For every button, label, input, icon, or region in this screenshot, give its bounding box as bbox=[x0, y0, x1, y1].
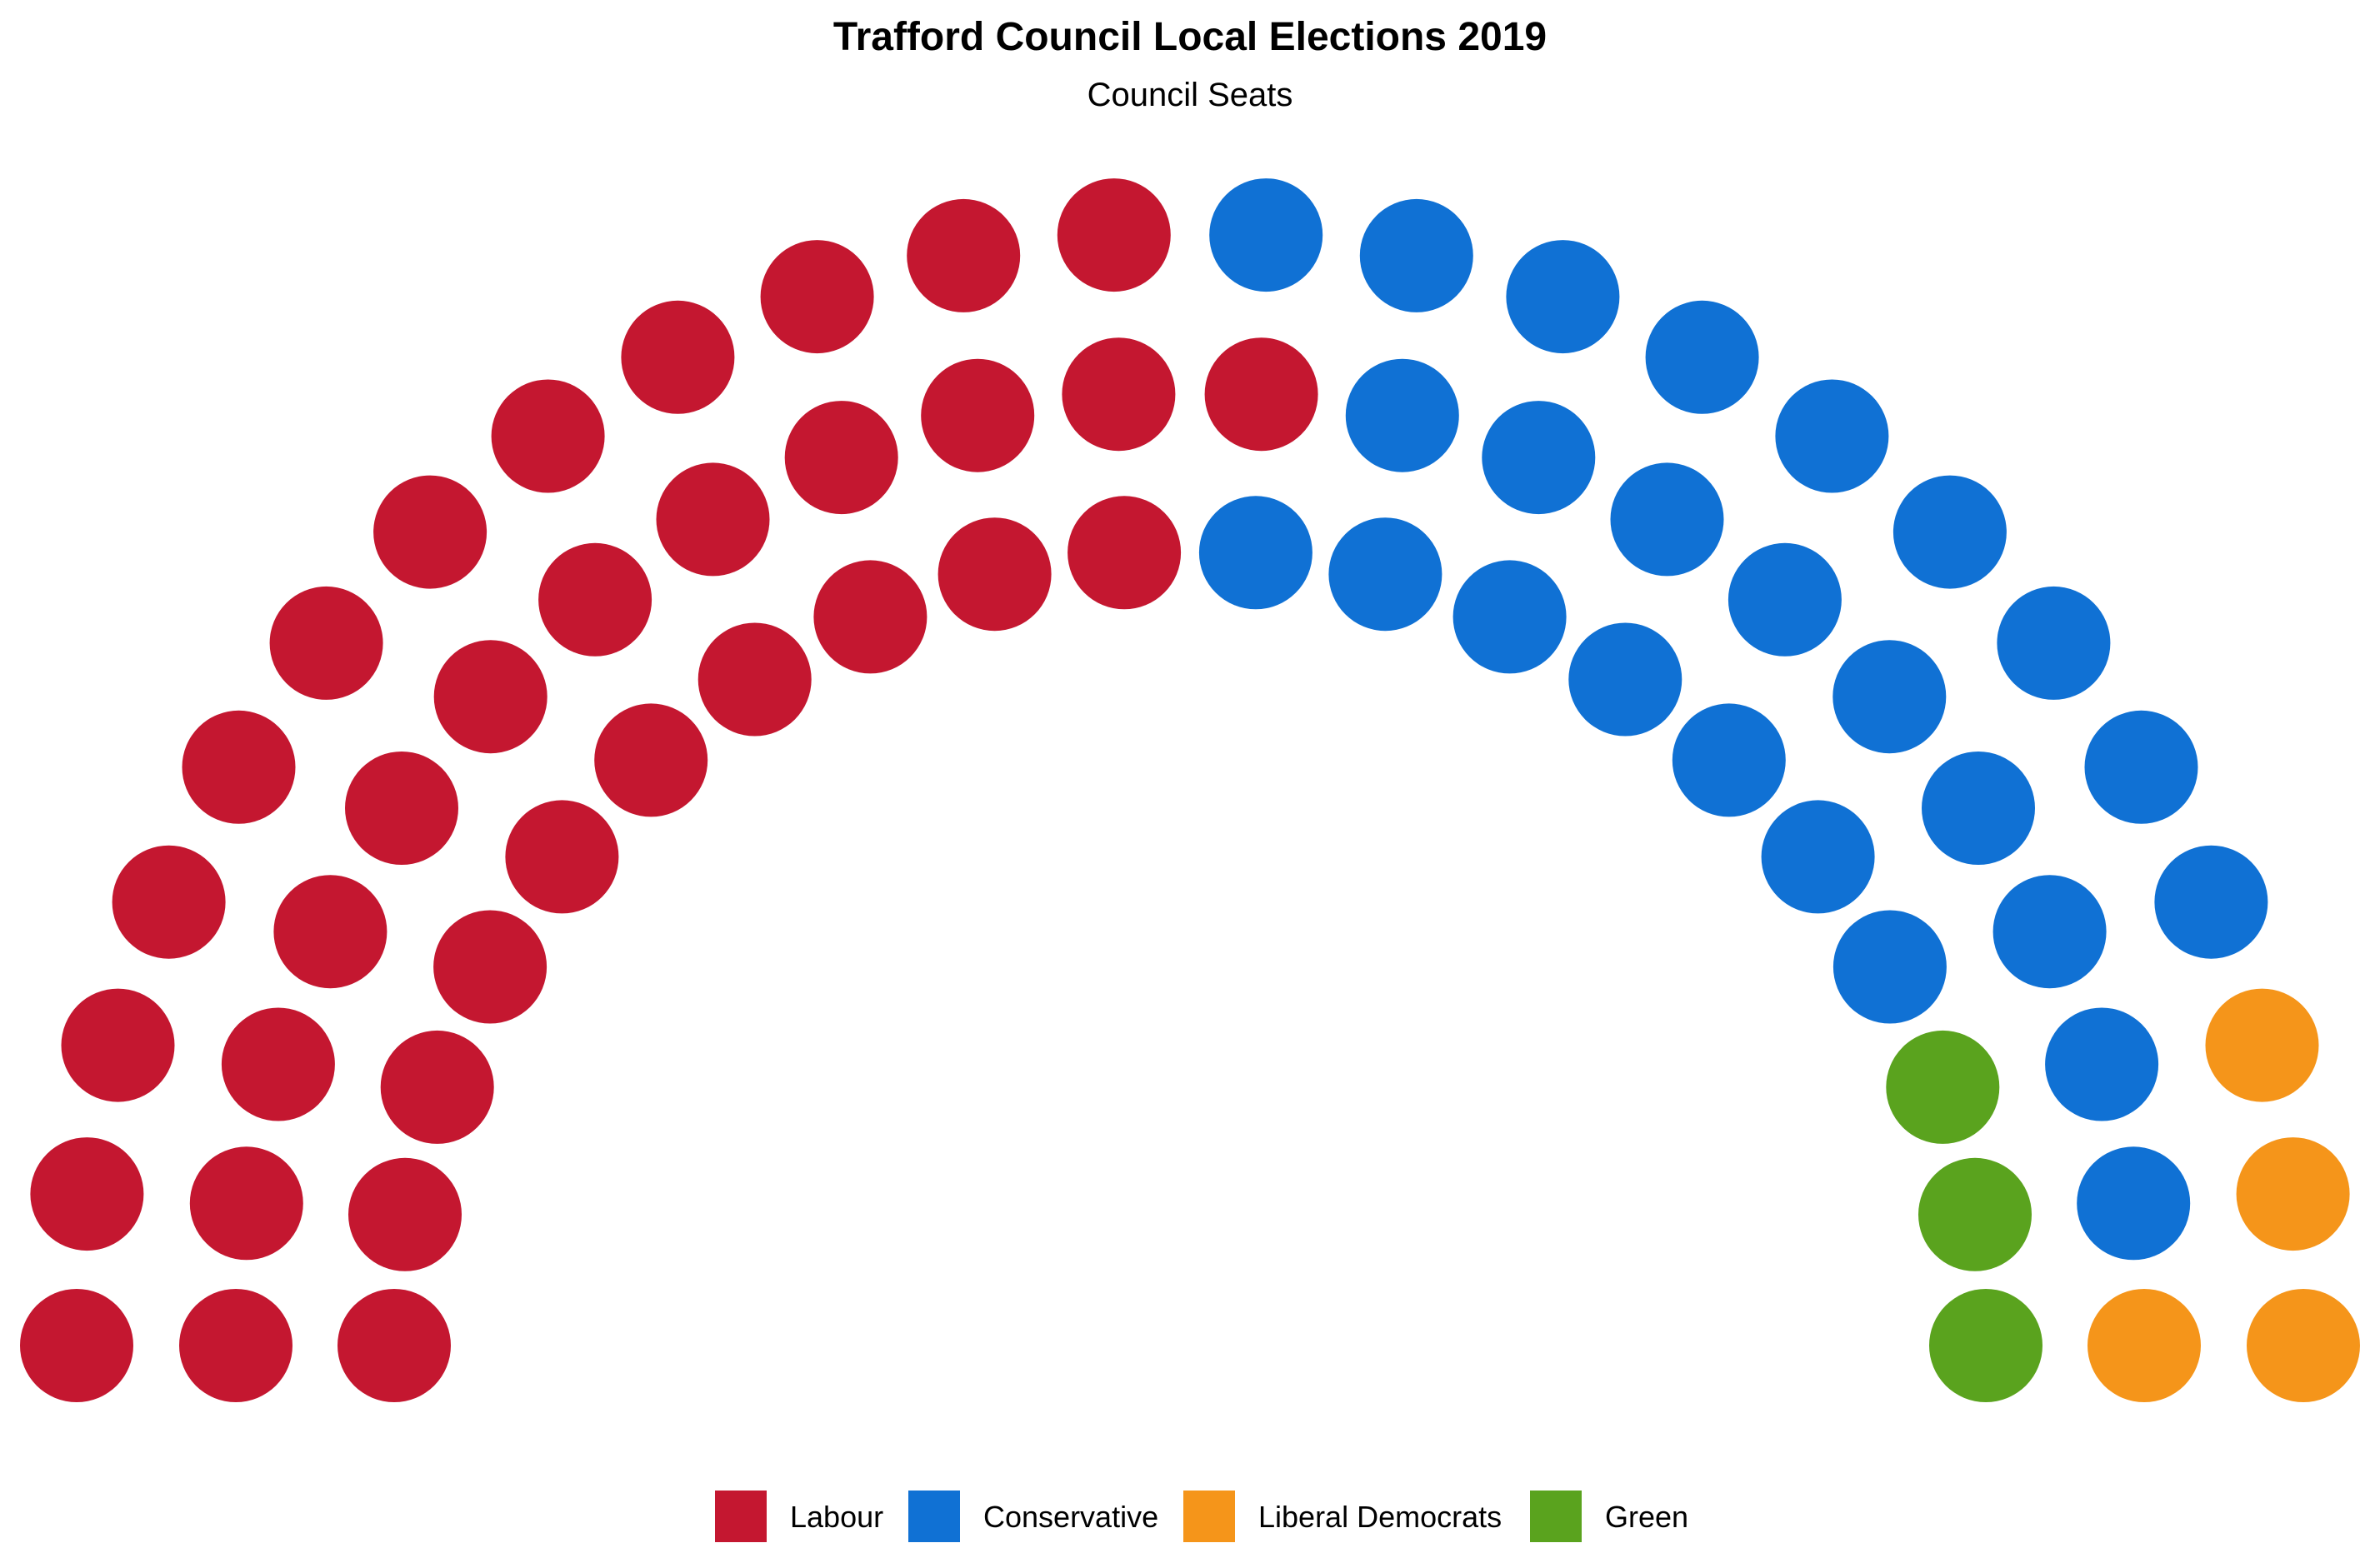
seat-conservative bbox=[1728, 542, 1842, 657]
seat-conservative bbox=[1452, 560, 1567, 674]
seat-labour bbox=[61, 988, 175, 1102]
seat-liberal-democrats bbox=[2247, 1289, 2360, 1402]
seat-conservative bbox=[2077, 1146, 2191, 1261]
legend-swatch-liberal-democrats bbox=[1183, 1491, 1235, 1542]
seat-liberal-democrats bbox=[2236, 1137, 2350, 1251]
seat-labour bbox=[505, 800, 619, 914]
seat-liberal-democrats bbox=[2205, 988, 2319, 1102]
seat-green bbox=[1929, 1289, 2042, 1402]
seat-conservative bbox=[1922, 752, 2035, 865]
seat-labour bbox=[594, 703, 708, 817]
seat-labour bbox=[20, 1289, 133, 1402]
seat-labour bbox=[380, 1030, 494, 1144]
seat-conservative bbox=[1328, 517, 1442, 632]
seat-labour bbox=[1062, 337, 1176, 452]
seat-labour bbox=[491, 379, 605, 493]
seat-conservative bbox=[1506, 240, 1620, 354]
seat-conservative bbox=[1775, 379, 1889, 493]
seat-conservative bbox=[1482, 401, 1596, 515]
legend-label-green: Green bbox=[1605, 1500, 1688, 1534]
seat-labour bbox=[373, 475, 488, 589]
seat-conservative bbox=[1610, 462, 1724, 577]
seat-conservative bbox=[1198, 496, 1312, 610]
seat-labour bbox=[221, 1007, 335, 1121]
seat-labour bbox=[656, 462, 770, 577]
seat-labour bbox=[189, 1146, 303, 1261]
seat-labour bbox=[1068, 496, 1182, 610]
seat-conservative bbox=[1761, 800, 1875, 914]
seat-labour bbox=[30, 1137, 144, 1251]
seat-labour bbox=[938, 517, 1052, 632]
seat-conservative bbox=[1997, 586, 2111, 700]
seat-green bbox=[1886, 1030, 2000, 1144]
seat-labour bbox=[338, 1289, 451, 1402]
seat-conservative bbox=[1359, 198, 1473, 312]
seat-labour bbox=[269, 586, 383, 700]
seat-conservative bbox=[1209, 178, 1323, 292]
seat-labour bbox=[182, 710, 296, 824]
seat-conservative bbox=[2084, 710, 2198, 824]
seat-conservative bbox=[1568, 622, 1682, 737]
seats-group bbox=[20, 178, 2360, 1402]
legend: Labour Conservative Liberal Democrats Green bbox=[715, 1491, 1688, 1542]
chart-subtitle: Council Seats bbox=[1088, 77, 1293, 113]
seat-conservative bbox=[1345, 358, 1459, 472]
seat-conservative bbox=[1672, 703, 1786, 817]
seat-labour bbox=[621, 300, 735, 414]
legend-label-conservative: Conservative bbox=[983, 1500, 1158, 1534]
seat-labour bbox=[1057, 178, 1171, 292]
legend-label-liberal-democrats: Liberal Democrats bbox=[1258, 1500, 1502, 1534]
seat-labour bbox=[784, 401, 898, 515]
seat-green bbox=[1918, 1157, 2032, 1271]
seat-labour bbox=[921, 358, 1035, 472]
seat-labour bbox=[538, 542, 652, 657]
seat-conservative bbox=[1892, 475, 2007, 589]
seat-labour bbox=[813, 560, 928, 674]
legend-swatch-green bbox=[1530, 1491, 1582, 1542]
seat-labour bbox=[1204, 337, 1318, 452]
seat-conservative bbox=[2154, 845, 2268, 959]
legend-swatch-conservative bbox=[908, 1491, 960, 1542]
seat-labour bbox=[273, 875, 388, 989]
seat-conservative bbox=[2045, 1007, 2159, 1121]
seat-labour bbox=[345, 752, 458, 865]
seat-labour bbox=[179, 1289, 292, 1402]
seat-labour bbox=[907, 198, 1021, 312]
legend-swatch-labour bbox=[715, 1491, 767, 1542]
seat-labour bbox=[760, 240, 874, 354]
seat-labour bbox=[433, 640, 548, 754]
seat-liberal-democrats bbox=[2088, 1289, 2201, 1402]
legend-label-labour: Labour bbox=[790, 1500, 883, 1534]
seat-labour bbox=[698, 622, 812, 737]
seat-labour bbox=[433, 910, 548, 1024]
seat-conservative bbox=[1645, 300, 1759, 414]
seat-labour bbox=[348, 1157, 462, 1271]
seat-labour bbox=[112, 845, 226, 959]
seat-conservative bbox=[1992, 875, 2107, 989]
seat-conservative bbox=[1832, 640, 1947, 754]
seat-conservative bbox=[1832, 910, 1947, 1024]
chart-title: Trafford Council Local Elections 2019 bbox=[833, 15, 1547, 59]
